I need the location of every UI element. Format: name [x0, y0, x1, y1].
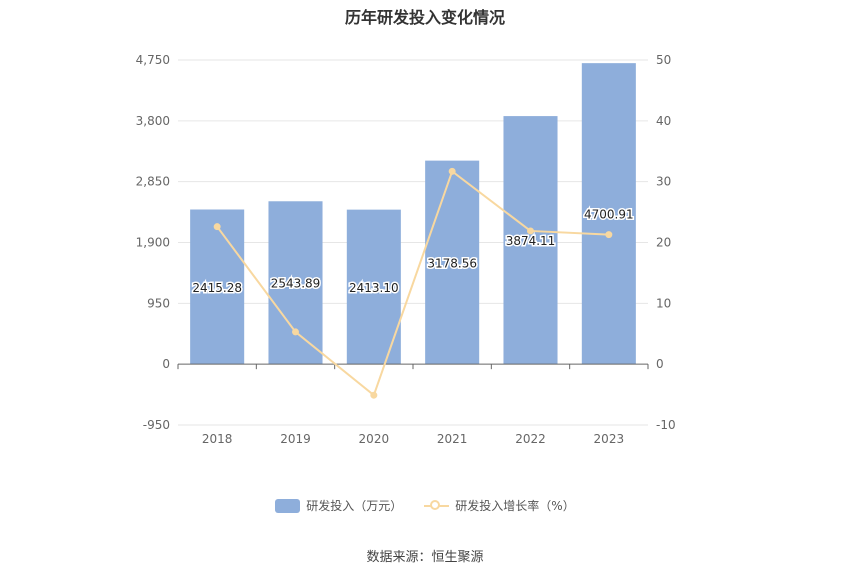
growth-line	[216, 169, 609, 397]
right-tick-label: 50	[656, 53, 671, 67]
bar	[268, 201, 323, 365]
gridlines	[178, 59, 648, 426]
bar	[581, 63, 636, 365]
bar	[346, 209, 401, 365]
legend-item-bar[interactable]: 研发投入（万元）	[275, 497, 402, 514]
source-note: 数据来源：恒生聚源	[366, 550, 484, 565]
growth-point	[448, 167, 456, 175]
bar-series	[190, 63, 636, 365]
chart-area: 4,750 3,800 2,850 1,900 950 0 -950 50 40 30 20 10 0…	[136, 53, 676, 446]
right-tick-label: 30	[656, 175, 671, 189]
left-tick-label: 1,900	[136, 236, 170, 250]
left-tick-label: 2,850	[136, 175, 170, 189]
bar-value-label: 3178.56	[427, 256, 477, 270]
bar-value-label: 2415.28	[192, 281, 242, 295]
x-axis: 2018 2019 2020 2021 2022 2023	[177, 363, 649, 446]
left-tick-label: 4,750	[136, 53, 170, 67]
x-tick-label: 2021	[437, 432, 468, 446]
legend-item-line[interactable]: 研发投入增长率（%）	[424, 497, 575, 514]
right-tick-label: 20	[656, 236, 671, 250]
x-tick-label: 2019	[280, 432, 311, 446]
bar-value-label: 2543.89	[271, 277, 321, 291]
right-tick-label: 0	[656, 357, 664, 371]
chart-title: 历年研发投入变化情况	[344, 8, 505, 27]
legend-bar-swatch	[275, 498, 301, 513]
growth-point	[527, 227, 534, 235]
bar	[503, 116, 558, 365]
bar	[425, 160, 480, 365]
growth-point	[292, 328, 299, 336]
bar-value-label: 2413.10	[349, 281, 399, 295]
legend-bar-label: 研发投入（万元）	[306, 499, 403, 513]
right-tick-label: -10	[656, 418, 676, 432]
bar	[190, 209, 245, 365]
growth-point	[213, 223, 221, 231]
right-tick-label: 10	[656, 296, 671, 310]
right-tick-label: 40	[656, 114, 671, 128]
growth-point	[605, 231, 613, 239]
legend: 研发投入（万元） 研发投入增长率（%）	[0, 497, 850, 514]
legend-line-swatch	[424, 499, 450, 513]
right-axis: 50 40 30 20 10 0 -10	[656, 53, 676, 432]
legend-line-label: 研发投入增长率（%）	[455, 499, 575, 513]
left-axis: 4,750 3,800 2,850 1,900 950 0 -950	[136, 53, 170, 432]
data-labels: 2415.28 2543.89 2413.10 3178.56 3874.11 4700.…	[191, 206, 635, 296]
x-tick-label: 2023	[594, 432, 625, 446]
bar-value-label: 3874.11	[506, 234, 556, 248]
left-tick-label: 3,800	[136, 114, 170, 128]
left-tick-label: 0	[162, 357, 170, 371]
x-tick-label: 2018	[202, 432, 233, 446]
bar-value-label: 4700.91	[584, 208, 634, 222]
left-tick-label: -950	[143, 418, 170, 432]
growth-point	[370, 391, 378, 399]
x-tick-label: 2020	[359, 432, 390, 446]
line-series	[213, 167, 613, 399]
x-tick-label: 2022	[515, 432, 546, 446]
left-tick-label: 950	[147, 296, 170, 310]
